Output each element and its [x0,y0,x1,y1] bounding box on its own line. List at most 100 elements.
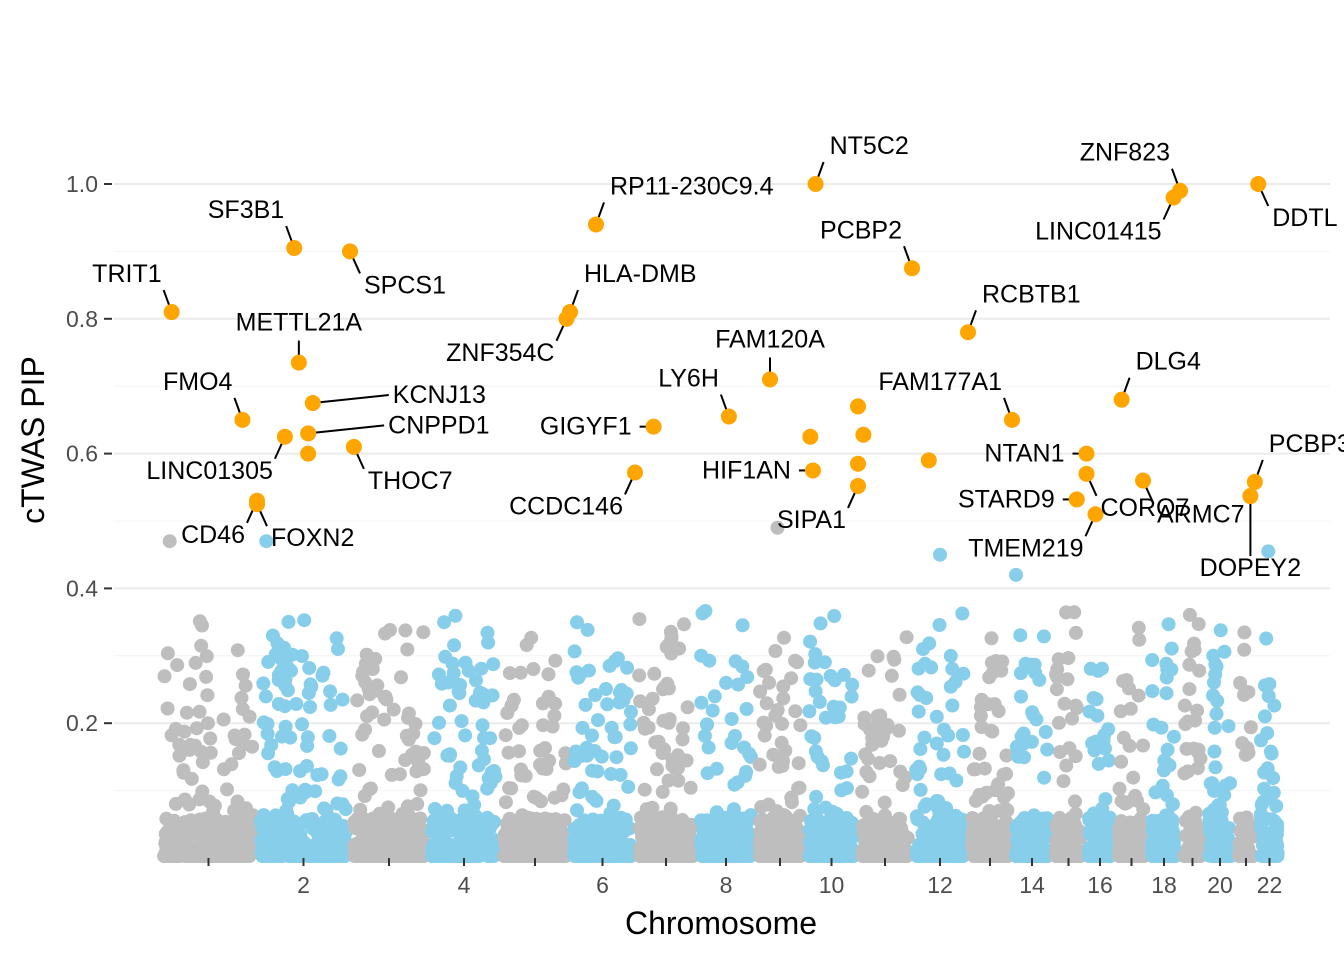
background-point [355,847,370,862]
background-point [468,693,483,708]
background-point [302,661,317,675]
background-point [389,832,404,847]
background-point [996,767,1011,782]
background-point [981,821,996,836]
background-point [474,661,489,676]
background-point [258,689,273,704]
background-point [256,676,271,691]
x-axis: 2 4 6 8 10 12 14 16 18 20 22 [207,858,1282,898]
background-point [1017,750,1031,765]
background-point [788,704,803,719]
background-point [972,849,987,863]
background-point [358,722,373,737]
background-point [883,754,898,769]
background-point [535,696,550,711]
background-point [303,700,317,714]
background-point [701,740,716,755]
background-point [475,718,490,733]
background-point [739,702,754,716]
background-point [972,787,987,802]
background-point [574,781,589,796]
gene-label: FAM177A1 [878,368,1002,396]
background-point [1159,788,1174,803]
background-point [936,810,950,825]
background-point [377,712,392,727]
background-point [936,747,951,762]
background-point [199,669,214,684]
background-point [168,796,183,811]
background-point [877,795,892,810]
background-point [257,831,272,846]
background-point [1211,823,1226,838]
background-point [955,728,970,742]
background-point [333,741,348,756]
background-point [613,832,628,847]
background-point [637,782,652,797]
background-point [1177,766,1192,781]
background-point [335,692,350,707]
gene-label: DOPEY2 [1200,554,1301,582]
gene-label: ZNF354C [446,339,554,367]
background-point [790,655,805,670]
background-point [972,746,987,761]
background-point [816,821,831,836]
x-tick-label: 14 [1019,872,1045,898]
background-point [655,784,670,799]
background-point [943,648,958,663]
gene-label: LINC01305 [146,457,272,485]
background-point [1129,815,1144,830]
background-point [623,741,638,756]
highlighted-point [249,496,265,513]
background-point [1057,696,1072,711]
background-point [948,674,963,689]
background-point [680,700,695,715]
background-point [1023,813,1038,828]
background-point [298,785,313,800]
background-point [574,748,589,763]
background-point [912,837,927,852]
highlighted-point [1246,473,1263,490]
background-point [768,644,783,658]
background-point [1027,657,1042,672]
background-point [278,762,293,777]
background-point [441,675,456,690]
highlighted-point [1165,189,1182,206]
background-point [585,728,599,743]
background-point [803,634,818,649]
background-point [1083,661,1098,676]
background-point [770,520,785,535]
background-point [454,714,469,729]
background-point [359,828,374,843]
background-point [238,826,253,841]
x-tick-label: 4 [458,872,471,898]
background-point [663,801,678,816]
background-point [771,759,786,774]
background-point [632,668,647,683]
background-point [1256,794,1271,809]
background-point [1001,786,1015,801]
gene-label: CORO7 [1101,494,1190,522]
background-point [280,791,295,806]
highlighted-point [855,426,872,443]
background-point [957,744,971,759]
background-point [256,715,271,730]
background-point [616,843,631,858]
highlighted-point [300,425,317,442]
background-point [513,665,528,680]
background-point [752,757,767,772]
gene-label: LY6H [658,365,719,393]
background-point [1086,691,1101,705]
background-point [481,771,496,786]
background-point [529,791,544,806]
background-point [462,816,477,831]
background-point [694,648,709,663]
gene-label: KCNJ13 [393,381,486,409]
background-point [215,832,230,847]
background-point [759,696,774,711]
background-point [414,840,429,855]
background-point [483,731,498,746]
background-point [404,848,419,863]
x-axis-title: Chromosome [625,905,817,941]
background-point [230,643,245,658]
background-point [1049,667,1063,682]
